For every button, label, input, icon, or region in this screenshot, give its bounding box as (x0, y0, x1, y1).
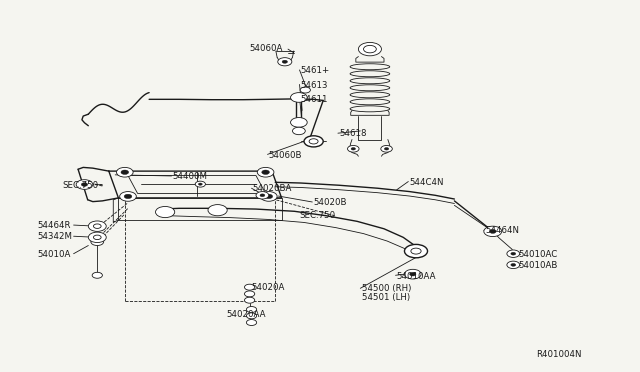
Text: 54611: 54611 (301, 95, 328, 104)
Circle shape (278, 58, 292, 66)
Text: 54020A: 54020A (252, 283, 285, 292)
Text: 54464R: 54464R (37, 221, 70, 230)
Circle shape (358, 42, 381, 56)
Text: 54020BA: 54020BA (253, 185, 292, 193)
Circle shape (244, 291, 255, 297)
Circle shape (309, 139, 318, 144)
Circle shape (291, 118, 307, 127)
Circle shape (348, 145, 359, 152)
Circle shape (404, 244, 428, 258)
Text: 54010AA: 54010AA (397, 272, 436, 280)
Circle shape (116, 167, 133, 177)
Circle shape (93, 224, 101, 228)
Circle shape (121, 170, 129, 174)
Circle shape (195, 181, 205, 187)
Text: 54060A: 54060A (250, 44, 283, 53)
Text: 54020AA: 54020AA (226, 310, 266, 319)
Text: 54342M: 54342M (37, 232, 72, 241)
Circle shape (81, 183, 88, 186)
Circle shape (507, 261, 520, 269)
Text: R401004N: R401004N (536, 350, 582, 359)
Text: 54010AC: 54010AC (518, 250, 557, 259)
Text: 54400M: 54400M (173, 172, 208, 181)
Circle shape (364, 45, 376, 53)
Circle shape (124, 194, 132, 199)
Circle shape (511, 263, 516, 266)
Circle shape (120, 192, 136, 201)
Circle shape (246, 313, 257, 319)
Circle shape (282, 60, 287, 63)
Circle shape (244, 284, 255, 290)
Text: 54464N: 54464N (485, 226, 519, 235)
Text: 54500 (RH): 54500 (RH) (362, 284, 411, 293)
Text: SEC.750: SEC.750 (300, 211, 335, 220)
Circle shape (410, 272, 416, 276)
Circle shape (93, 235, 101, 240)
Text: 54020B: 54020B (314, 198, 347, 207)
Circle shape (300, 87, 310, 93)
Circle shape (507, 250, 520, 257)
Text: SEC.750: SEC.750 (63, 182, 99, 190)
Circle shape (292, 127, 305, 135)
Circle shape (208, 205, 227, 216)
Circle shape (385, 148, 388, 150)
Circle shape (411, 248, 421, 254)
Circle shape (244, 297, 255, 303)
Text: 54618: 54618 (339, 129, 367, 138)
Circle shape (381, 145, 392, 152)
Circle shape (156, 206, 175, 218)
Circle shape (511, 252, 516, 255)
Circle shape (256, 192, 269, 199)
Circle shape (351, 148, 355, 150)
Circle shape (198, 183, 202, 185)
Circle shape (246, 320, 257, 326)
Text: 54060B: 54060B (269, 151, 302, 160)
Circle shape (246, 307, 257, 312)
Circle shape (404, 269, 421, 279)
Circle shape (88, 221, 106, 231)
Circle shape (92, 272, 102, 278)
Circle shape (262, 170, 269, 174)
Text: 5461+: 5461+ (301, 66, 330, 75)
Circle shape (91, 238, 104, 246)
Circle shape (260, 192, 277, 201)
Circle shape (260, 194, 265, 197)
Text: 54010AB: 54010AB (518, 262, 558, 270)
Circle shape (291, 93, 307, 102)
Text: 544C4N: 544C4N (410, 178, 444, 187)
Text: 54501 (LH): 54501 (LH) (362, 293, 410, 302)
Circle shape (76, 180, 93, 189)
Circle shape (257, 167, 274, 177)
Circle shape (265, 194, 273, 199)
Circle shape (490, 230, 496, 233)
Text: 54613: 54613 (301, 81, 328, 90)
Circle shape (304, 136, 323, 147)
Text: 54010A: 54010A (37, 250, 70, 259)
Circle shape (88, 232, 106, 243)
Circle shape (484, 226, 502, 237)
